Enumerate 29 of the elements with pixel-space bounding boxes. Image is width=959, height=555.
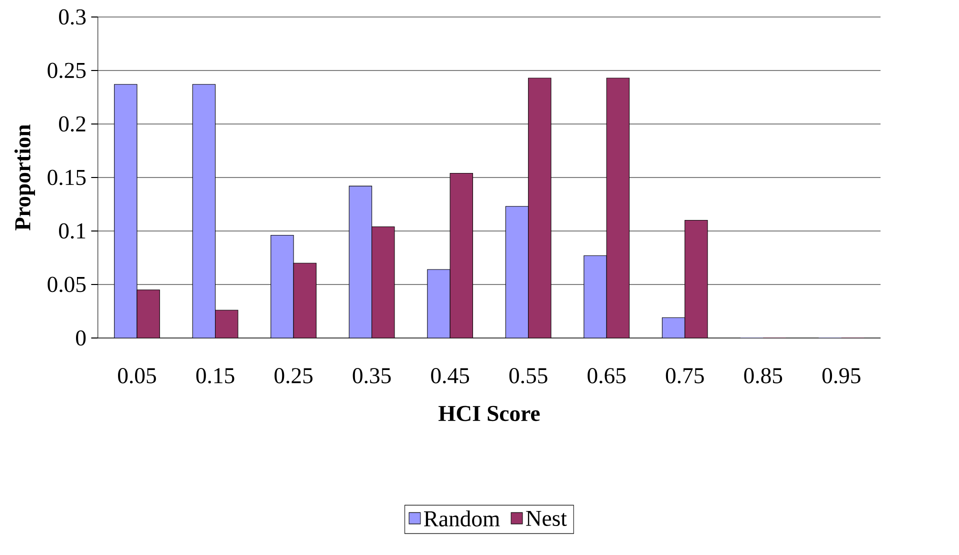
x-tick-label: 0.05 <box>118 368 156 384</box>
bar <box>192 84 216 338</box>
x-tick-label: 0.45 <box>431 368 470 384</box>
y-tick-label: 0.25 <box>48 62 86 78</box>
bar <box>348 186 372 338</box>
bar <box>505 206 529 338</box>
y-axis-title: Proportion <box>14 124 36 230</box>
x-tick-label: 0.95 <box>822 368 860 384</box>
y-tick-label: 0.3 <box>59 9 86 25</box>
legend-label: Random <box>424 510 500 526</box>
legend-label: Nest <box>526 510 567 526</box>
bar <box>270 235 294 338</box>
y-tick-label: 0 <box>76 330 86 346</box>
bar <box>662 317 686 338</box>
bar <box>584 255 607 338</box>
x-tick-label: 0.65 <box>588 368 626 384</box>
x-tick-label: 0.75 <box>666 368 704 384</box>
y-tick-label: 0.15 <box>48 170 86 186</box>
y-tick-label: 0.05 <box>48 276 86 292</box>
x-tick-label: 0.15 <box>196 368 234 384</box>
x-tick-label: 0.35 <box>352 368 391 384</box>
y-tick-label: 0.2 <box>59 116 86 132</box>
x-axis-title: HCI Score <box>438 406 540 422</box>
x-tick-label: 0.25 <box>274 368 312 384</box>
bar <box>427 269 450 338</box>
bar <box>114 84 138 338</box>
x-tick-label: 0.85 <box>744 368 782 384</box>
y-tick-label: 0.1 <box>59 223 86 239</box>
x-tick-label: 0.55 <box>509 368 548 384</box>
